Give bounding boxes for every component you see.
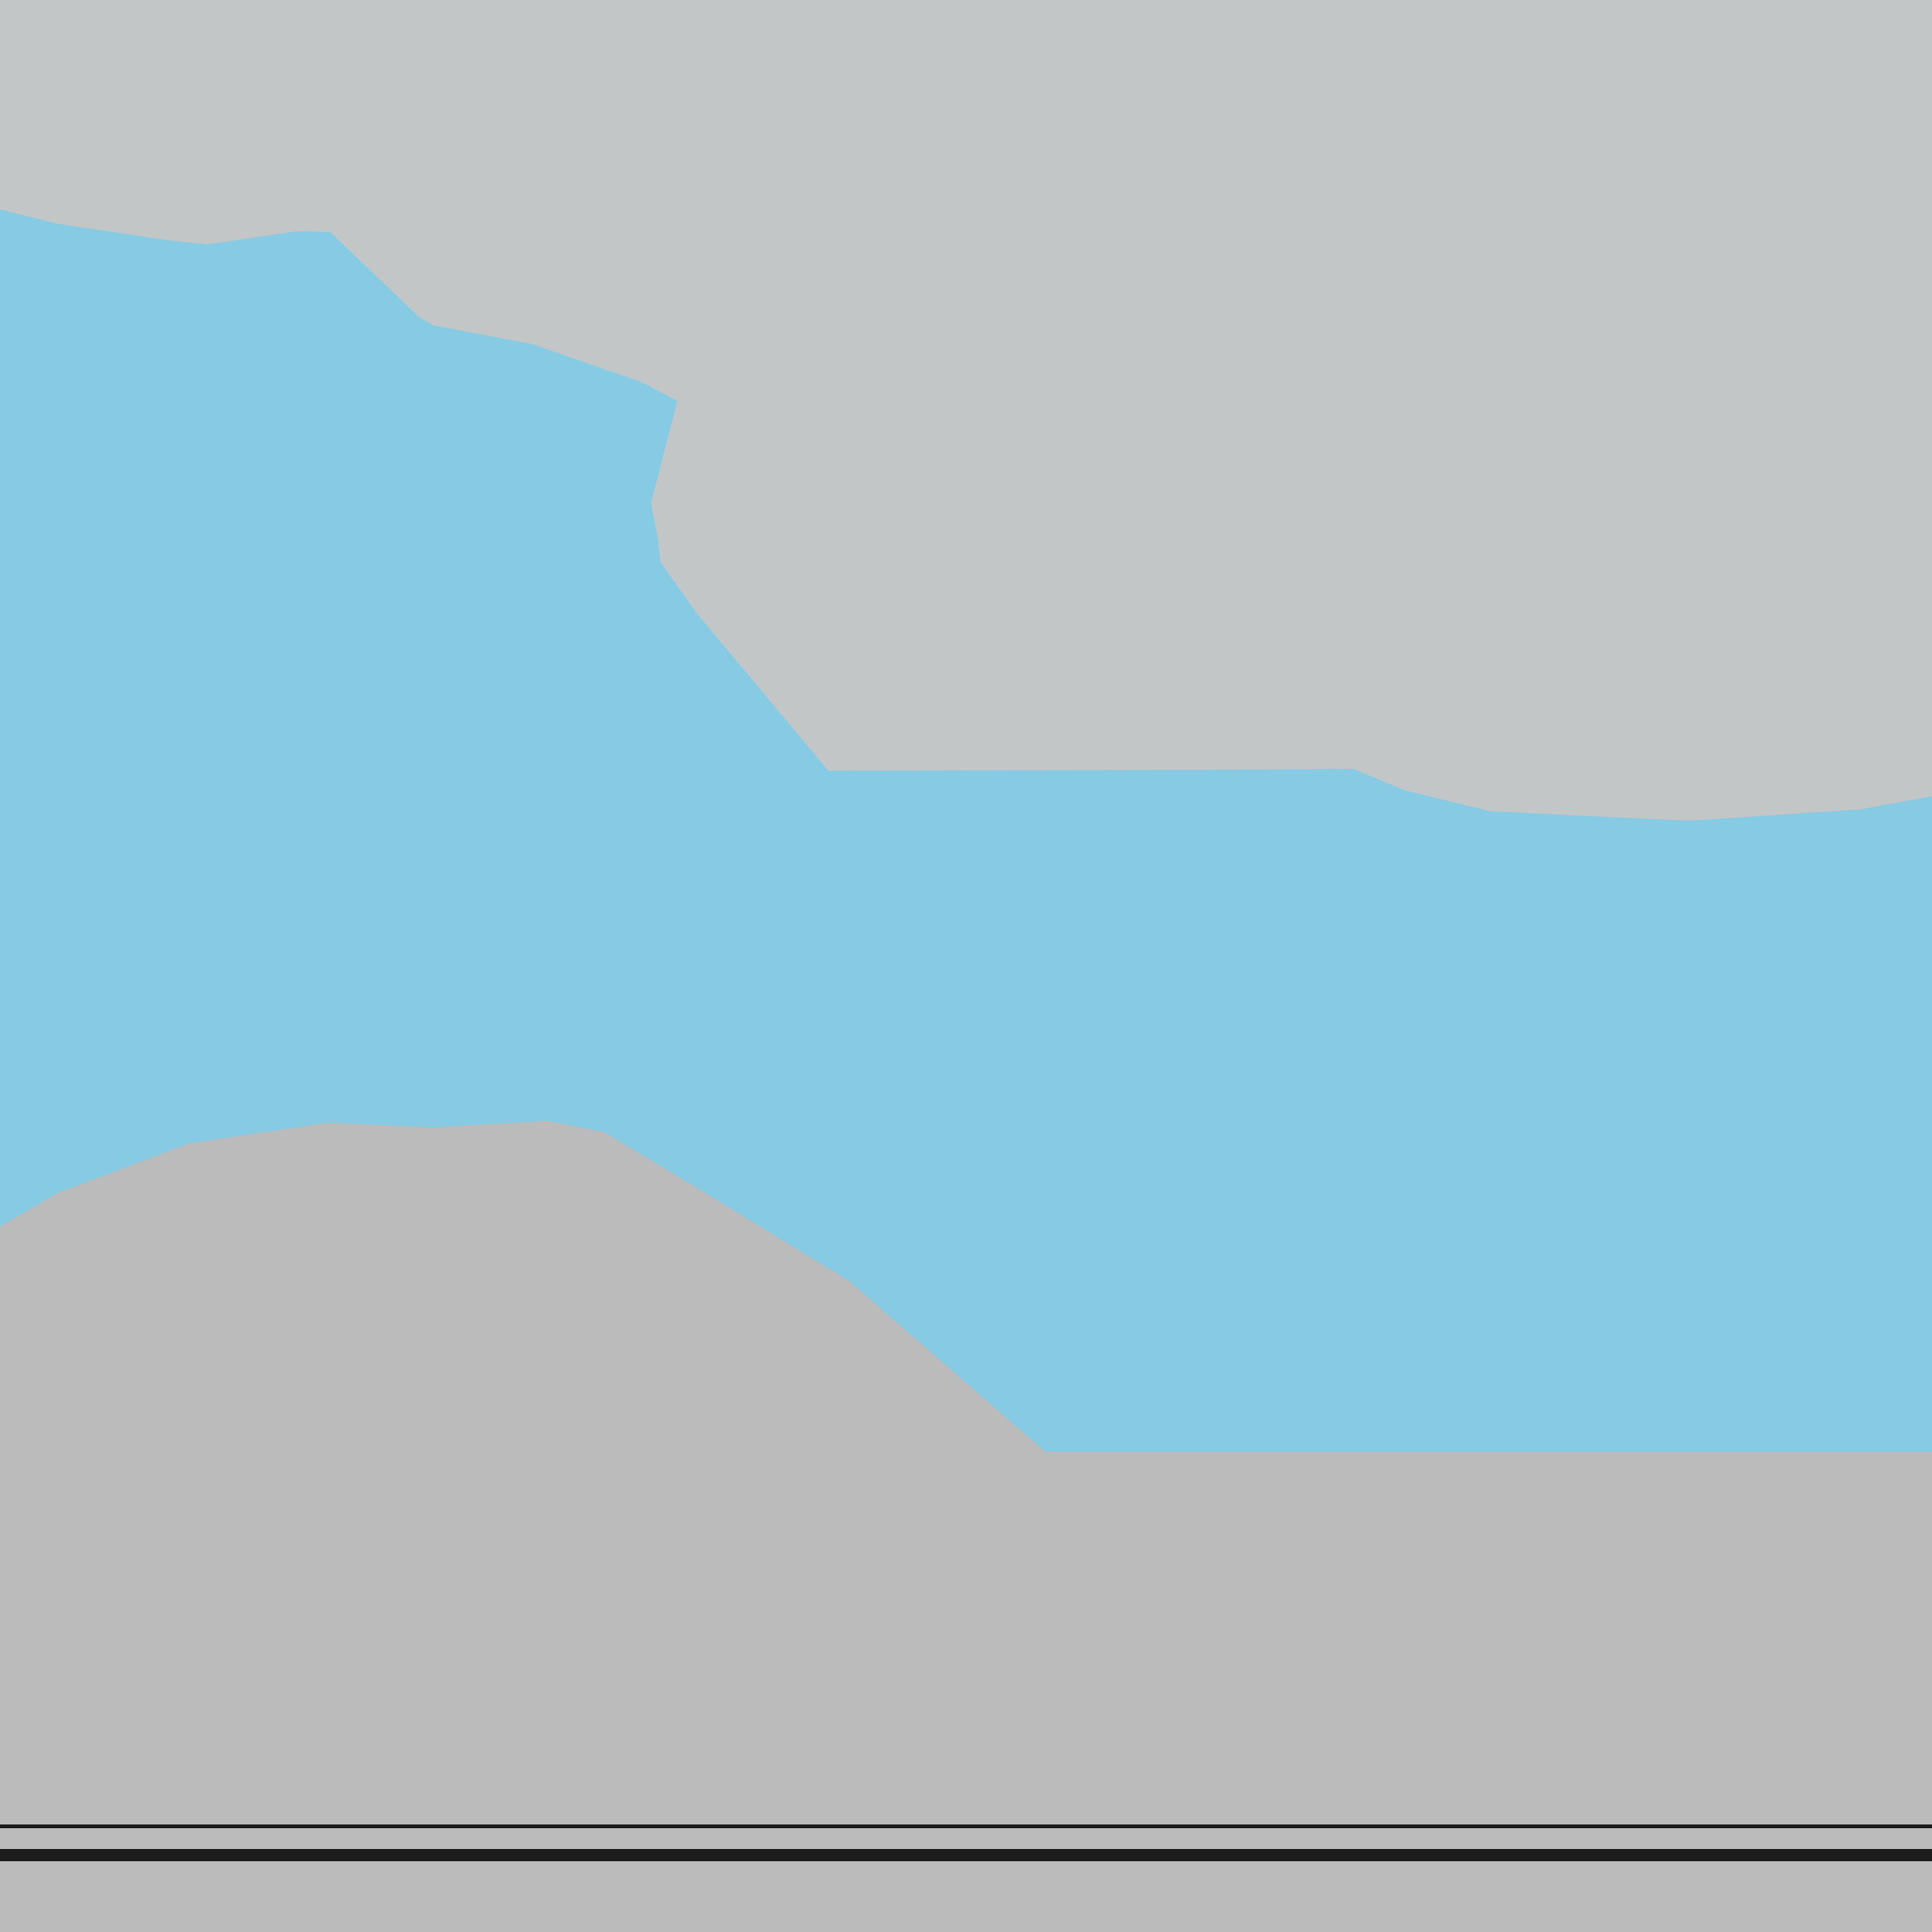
railway-line xyxy=(0,1824,1932,1828)
water-area xyxy=(0,209,1932,1452)
railway-track xyxy=(0,1849,1932,1861)
